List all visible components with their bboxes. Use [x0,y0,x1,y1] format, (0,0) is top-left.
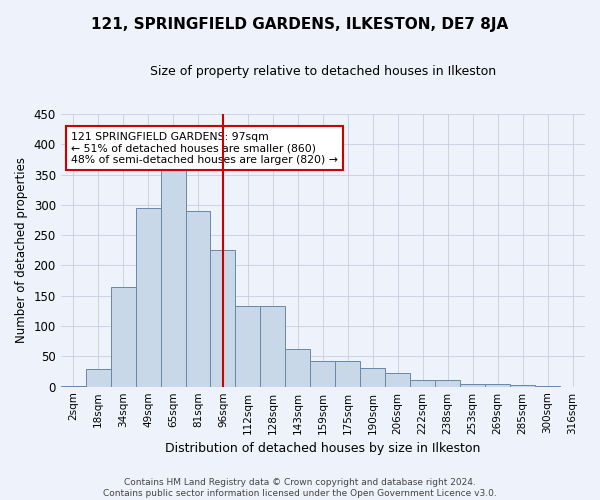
Y-axis label: Number of detached properties: Number of detached properties [15,158,28,344]
Bar [286,349,310,387]
Bar [161,162,185,386]
Bar [485,384,510,386]
Bar [136,208,161,386]
Bar [360,368,385,386]
Bar [310,360,335,386]
Bar [235,306,260,386]
Bar [86,369,110,386]
Bar [110,286,136,386]
Bar [460,384,485,386]
Text: 121 SPRINGFIELD GARDENS: 97sqm
← 51% of detached houses are smaller (860)
48% of: 121 SPRINGFIELD GARDENS: 97sqm ← 51% of … [71,132,338,165]
Bar [260,306,286,386]
Text: 121, SPRINGFIELD GARDENS, ILKESTON, DE7 8JA: 121, SPRINGFIELD GARDENS, ILKESTON, DE7 … [91,18,509,32]
Bar [211,250,235,386]
Bar [185,211,211,386]
Title: Size of property relative to detached houses in Ilkeston: Size of property relative to detached ho… [150,65,496,78]
Bar [335,360,360,386]
X-axis label: Distribution of detached houses by size in Ilkeston: Distribution of detached houses by size … [165,442,481,455]
Bar [410,380,435,386]
Bar [435,380,460,386]
Text: Contains HM Land Registry data © Crown copyright and database right 2024.
Contai: Contains HM Land Registry data © Crown c… [103,478,497,498]
Bar [385,374,410,386]
